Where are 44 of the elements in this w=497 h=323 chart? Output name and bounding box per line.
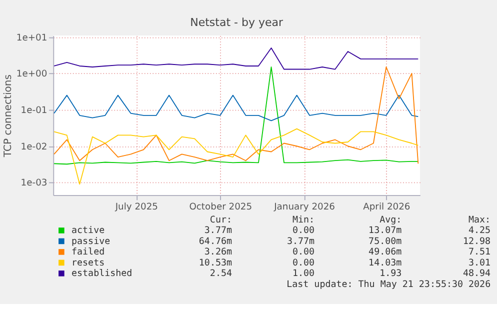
text: 0.00 <box>292 225 315 236</box>
text: 3.01 <box>468 257 491 268</box>
legend-label: established <box>72 268 132 280</box>
legend-label: passive <box>72 236 110 247</box>
text: 0.00 <box>292 257 315 268</box>
text: 14.03m <box>368 257 402 268</box>
text: Min: <box>292 214 315 226</box>
text: Max: <box>468 214 491 226</box>
text: 3.26m <box>204 246 232 258</box>
legend-label: failed <box>72 246 105 258</box>
text: 75.00m <box>368 236 402 247</box>
x-tick-label: April 2026 <box>363 201 410 212</box>
y-axis-title: TCP connections <box>2 74 14 158</box>
line-series <box>54 48 419 70</box>
y-tick-label: 1e-01 <box>20 104 48 116</box>
text: Last update: Thu May 21 23:55:30 2026 <box>286 278 491 290</box>
text: 3.77m <box>286 236 315 247</box>
x-tick-label: January 2026 <box>273 201 336 212</box>
text: 12.98 <box>463 236 491 247</box>
legend-label: resets <box>72 257 105 268</box>
y-tick-label: 1e+01 <box>16 32 48 44</box>
text: 48.94 <box>463 268 492 280</box>
text: Avg: <box>380 214 402 226</box>
text: 10.53m <box>198 257 232 268</box>
text: 1.93 <box>380 268 402 280</box>
y-tick-label: 1e-03 <box>20 178 48 189</box>
text: 49.06m <box>368 246 402 258</box>
text: 13.07m <box>368 225 402 236</box>
legend-label: active <box>72 225 105 236</box>
y-tick-label: 1e-02 <box>20 141 48 152</box>
text: 4.25 <box>468 225 491 236</box>
text: 1.00 <box>292 268 315 280</box>
x-tick-label: July 2025 <box>114 201 158 212</box>
text: Cur: <box>210 214 232 226</box>
text: 3.77m <box>204 225 232 236</box>
line-series <box>54 94 419 122</box>
text: 64.76m <box>198 236 232 247</box>
chart-title: Netstat - by year <box>190 16 284 30</box>
text: 7.51 <box>468 246 491 258</box>
text: 0.00 <box>292 246 315 258</box>
x-tick-label: October 2025 <box>189 201 252 212</box>
text: 2.54 <box>210 268 232 280</box>
line-series <box>54 128 419 185</box>
y-tick-label: 1e+00 <box>16 68 48 80</box>
